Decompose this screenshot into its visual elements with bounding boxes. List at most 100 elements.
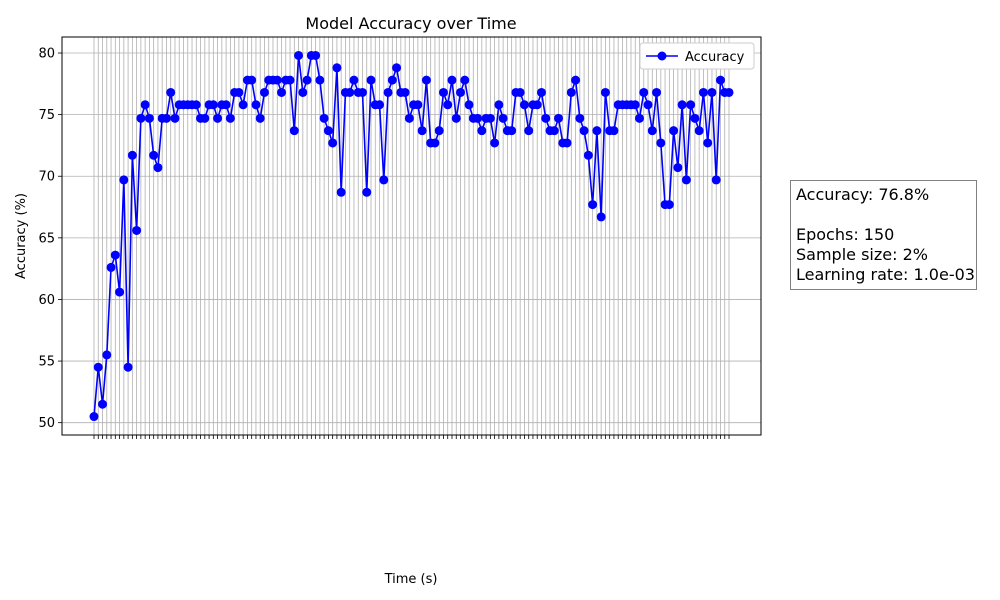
data-point [328,138,338,148]
data-point [392,63,402,73]
data-point [251,100,261,110]
data-point [588,200,598,210]
data-point [366,75,376,85]
data-point [724,87,734,97]
data-point [652,87,662,97]
data-point [690,113,700,123]
data-point [430,138,440,148]
data-point [494,100,504,110]
data-point [681,175,691,185]
data-point [566,87,576,97]
data-point [443,100,453,110]
data-point [677,100,687,110]
data-point [669,126,679,136]
data-point [294,50,304,60]
data-point [298,87,308,97]
data-point [643,100,653,110]
data-point [609,126,619,136]
data-point [515,87,525,97]
data-point [417,126,427,136]
data-point [208,100,218,110]
data-point [413,100,423,110]
data-point [302,75,312,85]
legend-marker [657,51,667,61]
data-point [213,113,223,123]
data-point [664,200,674,210]
data-point [477,126,487,136]
x-axis [93,435,730,439]
data-point [596,212,606,222]
data-point [532,100,542,110]
y-tick-label: 50 [38,416,55,431]
data-point [311,50,321,60]
data-point [238,100,248,110]
data-point [161,113,171,123]
data-point [149,150,159,160]
data-point [221,100,231,110]
legend-frame [639,42,755,70]
data-point [703,138,713,148]
legend-label: Accuracy [685,50,745,65]
y-axis: 50 55 60 65 70 75 80 [38,47,62,431]
data-point [686,100,696,110]
data-point [575,113,585,123]
data-point [447,75,457,85]
data-point [635,113,644,123]
data-point [549,126,559,136]
data-point [460,75,470,85]
data-point [473,113,483,123]
data-point [375,100,385,110]
data-point [234,87,244,97]
data-point [383,87,393,97]
chart-title: Model Accuracy over Time [305,14,516,33]
data-point [349,75,359,85]
data-point [673,163,683,173]
y-tick-label: 70 [38,170,55,185]
data-point [323,126,333,136]
data-point [93,362,103,372]
data-point [362,187,372,197]
info-accuracy: Accuracy: 76.8% [796,185,930,204]
y-axis-label: Accuracy (%) [14,193,29,279]
data-point [136,113,146,123]
data-point [119,175,129,185]
data-point [102,350,112,360]
data-point [694,126,704,136]
data-point [379,175,389,185]
y-tick-label: 80 [38,47,55,62]
data-point [554,113,564,123]
data-point [434,126,444,136]
data-point [400,87,410,97]
data-point [490,138,500,148]
data-point [336,187,346,197]
data-point [485,113,495,123]
y-tick-label: 75 [38,108,55,123]
data-point [451,113,461,123]
y-tick-label: 65 [38,231,55,246]
data-point [272,75,282,85]
data-point [536,87,546,97]
x-axis-label: Time (s) [384,572,438,587]
data-point [285,75,295,85]
data-point [191,100,201,110]
info-learning-rate: Learning rate: 1.0e-03 [796,265,975,284]
data-point [153,163,163,173]
data-point [289,126,299,136]
data-point [656,138,666,148]
data-point [421,75,431,85]
data-point [144,113,154,123]
legend: Accuracy [639,42,755,70]
data-point [715,75,725,85]
data-point [456,87,466,97]
data-point [115,287,125,297]
data-point [345,87,355,97]
data-point [200,113,210,123]
data-point [600,87,610,97]
data-point [259,87,269,97]
data-point [357,87,367,97]
data-point [571,75,581,85]
data-point [711,175,721,185]
y-tick-label: 55 [38,355,55,370]
data-point [438,87,448,97]
